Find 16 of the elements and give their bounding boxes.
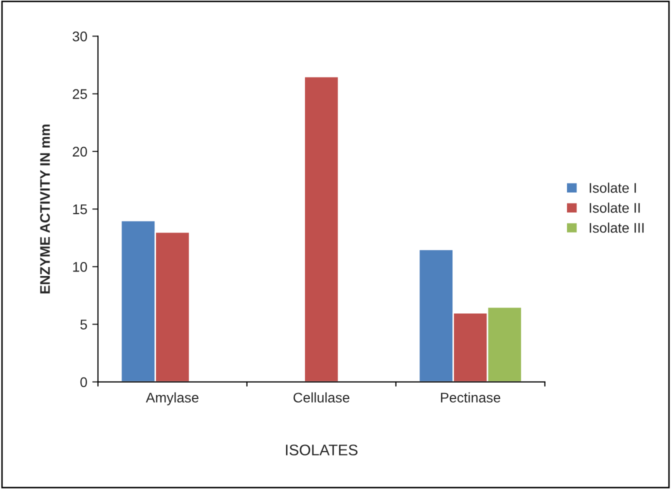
legend-label: Isolate II [590, 202, 640, 213]
legend-label: Isolate III [590, 222, 644, 233]
x-tick-label: Pectinase [441, 392, 500, 403]
legend-label: Isolate I [590, 182, 636, 193]
y-tick-label: 30 [72, 32, 88, 42]
bar [304, 76, 340, 382]
y-tick-label: 20 [72, 146, 88, 157]
x-axis-title: ISOLATES [286, 444, 358, 456]
y-tick-label: 5 [80, 320, 87, 330]
y-tick-label: 10 [73, 262, 88, 272]
y-tick-label: 25 [72, 89, 87, 99]
y-tick-label: 0 [80, 377, 88, 388]
y-tick-label: 15 [73, 204, 87, 214]
x-tick-label: Amylase [146, 392, 198, 406]
y-axis-title: ENZYME ACTIVITY IN mm [40, 124, 50, 294]
x-tick-label: Cellulase [294, 392, 350, 403]
